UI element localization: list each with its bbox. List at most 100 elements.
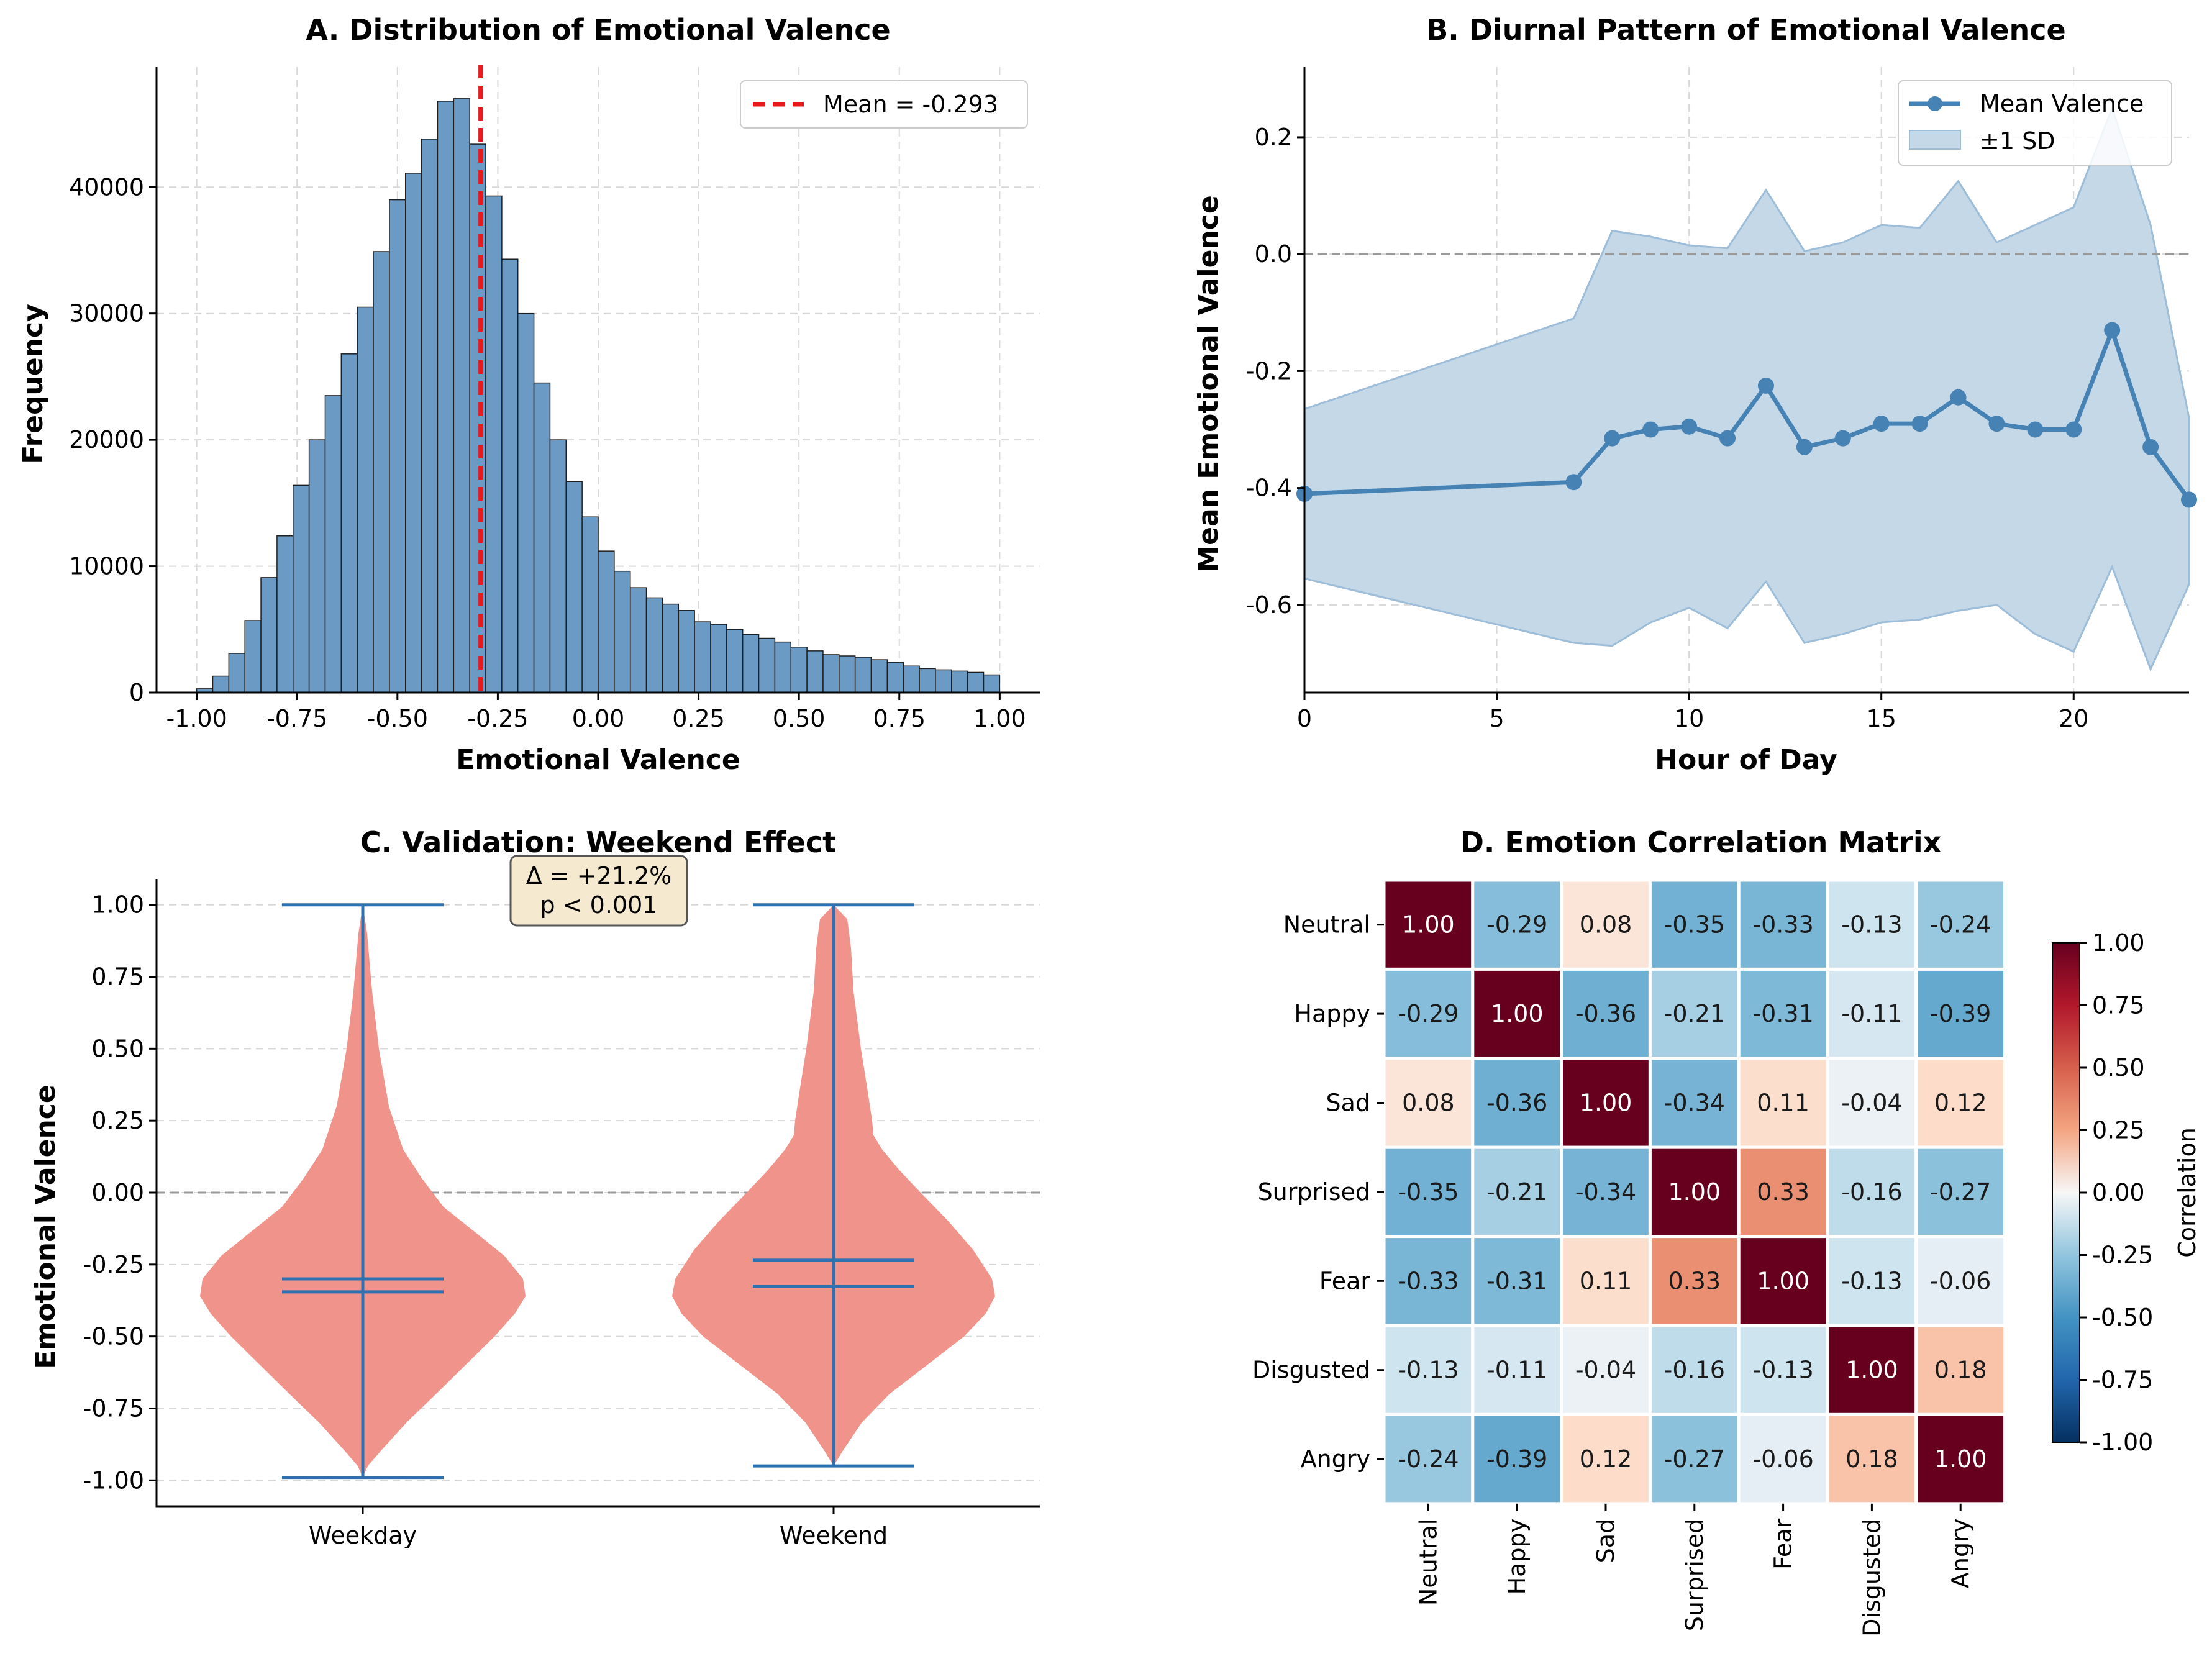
- colorbar-tick-label: -0.50: [2092, 1304, 2153, 1331]
- y-tick-label: 30000: [69, 300, 144, 327]
- x-tick-label: -0.75: [266, 705, 327, 732]
- heatmap-values: 1.00 -0.29 0.08 -0.35 -0.33 -0.13 -0.24 -0.29 1.…: [1398, 911, 1991, 1473]
- panel-c-annotation: Δ = +21.2% p < 0.001: [509, 855, 688, 927]
- heatmap-value: -0.29: [1486, 911, 1547, 939]
- heatmap-value: 1.00: [1668, 1178, 1721, 1206]
- histogram-bar: [357, 306, 374, 693]
- x-tick-label: 5: [1489, 705, 1504, 732]
- col-label: Disgusted: [1858, 1519, 1885, 1637]
- col-label: Surprised: [1681, 1519, 1708, 1631]
- heatmap-cell: [1560, 878, 1652, 971]
- panel-b-legend-band-swatch: [1909, 130, 1961, 150]
- panel-c-y-ticks: 1.00 0.75 0.50 0.25 0.00 -0.25 -0.50 -0.75 -1.00: [83, 891, 157, 1494]
- heatmap-value: 0.08: [1580, 911, 1632, 939]
- panel-a-bars: [196, 98, 1001, 693]
- histogram-bar: [565, 481, 583, 693]
- colorbar: 1.00 0.75 0.50 0.25 0.00 -0.25 -0.50 -0.75 -1.00…: [2052, 929, 2201, 1456]
- panel-b-title: B. Diurnal Pattern of Emotional Valence: [1426, 13, 2065, 47]
- panel-c-violin: Weekday Weekend 1.00 0.75 0.50 0.25 0.00 -0.25…: [30, 825, 1040, 1549]
- heatmap-value: 0.11: [1757, 1089, 1809, 1117]
- histogram-bar: [790, 647, 808, 693]
- histogram-bar: [453, 98, 470, 693]
- heatmap-cell: [1737, 1324, 1829, 1416]
- histogram-bar: [662, 603, 680, 693]
- panel-c-violin-stats: [282, 903, 914, 1480]
- heatmap-value: -0.35: [1664, 911, 1725, 939]
- y-tick-label: -0.50: [83, 1323, 144, 1350]
- data-point: [1950, 389, 1967, 406]
- heatmap-cell: [1471, 1412, 1563, 1506]
- x-tick-label: 0: [1297, 705, 1312, 732]
- histogram-bar: [228, 653, 245, 693]
- panel-b-legend-marker: [1928, 96, 1942, 111]
- heatmap-value: 0.08: [1402, 1089, 1455, 1117]
- histogram-bar: [629, 587, 647, 693]
- heatmap-value: 0.33: [1668, 1267, 1721, 1294]
- heatmap-value: -0.35: [1398, 1178, 1459, 1206]
- heatmap-value: 0.18: [1846, 1445, 1898, 1473]
- histogram-bar: [710, 624, 727, 693]
- heatmap-value: -0.33: [1398, 1267, 1459, 1294]
- col-label: Sad: [1592, 1519, 1619, 1563]
- row-label: Disgusted: [1252, 1357, 1370, 1384]
- heatmap-value: 1.00: [1934, 1445, 1987, 1473]
- heatmap-cell: [1471, 1145, 1563, 1239]
- colorbar-gradient: [2052, 942, 2080, 1443]
- panel-b-legend-label-sd: ±1 SD: [1980, 127, 2055, 155]
- y-tick-label: 20000: [69, 426, 144, 453]
- histogram-bar: [404, 173, 422, 693]
- heatmap-value: -0.16: [1841, 1178, 1902, 1206]
- panel-b-diurnal: 0 5 10 15 20 0.2 0.0 -0.2 -0.4 -0.6 B. Diurnal P…: [1193, 13, 2197, 776]
- histogram-bar: [260, 577, 278, 693]
- heatmap-value: 1.00: [1580, 1089, 1632, 1117]
- heatmap-cell: [1826, 1412, 1918, 1506]
- histogram-bar: [469, 143, 486, 693]
- histogram-bar: [951, 670, 968, 693]
- data-point: [1988, 416, 2005, 432]
- y-tick-label: 0.00: [91, 1179, 144, 1206]
- heatmap-cell: [1560, 1057, 1652, 1149]
- heatmap-cell: [1737, 1145, 1829, 1239]
- heatmap-value: -0.39: [1486, 1445, 1547, 1473]
- heatmap-cell: [1737, 878, 1829, 971]
- histogram-bar: [244, 620, 262, 693]
- panel-a-ylabel: Frequency: [17, 304, 49, 464]
- histogram-bar: [645, 597, 663, 693]
- heatmap-value: -0.36: [1575, 1000, 1636, 1027]
- heatmap-value: -0.34: [1664, 1089, 1725, 1117]
- x-tick-label: Weekday: [309, 1522, 417, 1549]
- panel-c-title: C. Validation: Weekend Effect: [360, 825, 836, 859]
- heatmap-value: -0.31: [1752, 1000, 1813, 1027]
- y-tick-label: 40000: [69, 173, 144, 201]
- heatmap-value: -0.31: [1486, 1267, 1547, 1294]
- heatmap-cell: [1826, 878, 1918, 971]
- heatmap-cell: [1914, 1235, 2007, 1327]
- x-tick-label: 10: [1674, 705, 1704, 732]
- histogram-bar: [870, 659, 888, 693]
- y-tick-label: -1.00: [83, 1467, 144, 1494]
- panel-b-y-ticks: 0.2 0.0 -0.2 -0.4 -0.6: [1246, 124, 1304, 619]
- heatmap-cell: [1914, 1057, 2007, 1149]
- row-label: Angry: [1301, 1445, 1370, 1473]
- panel-b-legend-box: [1898, 80, 2172, 166]
- heatmap-value: 1.00: [1846, 1357, 1898, 1384]
- panel-a-title: A. Distribution of Emotional Valence: [306, 13, 890, 47]
- y-tick-label: 0.25: [91, 1107, 144, 1134]
- y-tick-label: -0.4: [1246, 475, 1292, 502]
- heatmap-cell: [1560, 1235, 1652, 1327]
- heatmap-value: -0.04: [1575, 1357, 1636, 1384]
- col-label: Fear: [1770, 1518, 1797, 1569]
- panel-a-legend: Mean = -0.293: [740, 80, 1028, 129]
- heatmap-cell: [1648, 967, 1741, 1060]
- y-tick-label: -0.2: [1246, 357, 1292, 384]
- colorbar-tick-label: -0.25: [2092, 1242, 2153, 1269]
- histogram-bar: [324, 395, 342, 693]
- heatmap-col-labels: Neutral Happy Sad Surprised Fear Disgusted Ang…: [1414, 1503, 1974, 1637]
- panel-a-legend-label: Mean = -0.293: [823, 91, 998, 118]
- panel-a-legend-box: [740, 80, 1028, 129]
- x-tick-label: 0.50: [773, 705, 826, 732]
- panel-d-heatmap: 1.00 -0.29 0.08 -0.35 -0.33 -0.13 -0.24 -0.29 1.…: [1252, 825, 2201, 1637]
- histogram-bar: [694, 621, 711, 693]
- heatmap-cell: [1648, 1412, 1741, 1506]
- histogram-bar: [806, 650, 824, 693]
